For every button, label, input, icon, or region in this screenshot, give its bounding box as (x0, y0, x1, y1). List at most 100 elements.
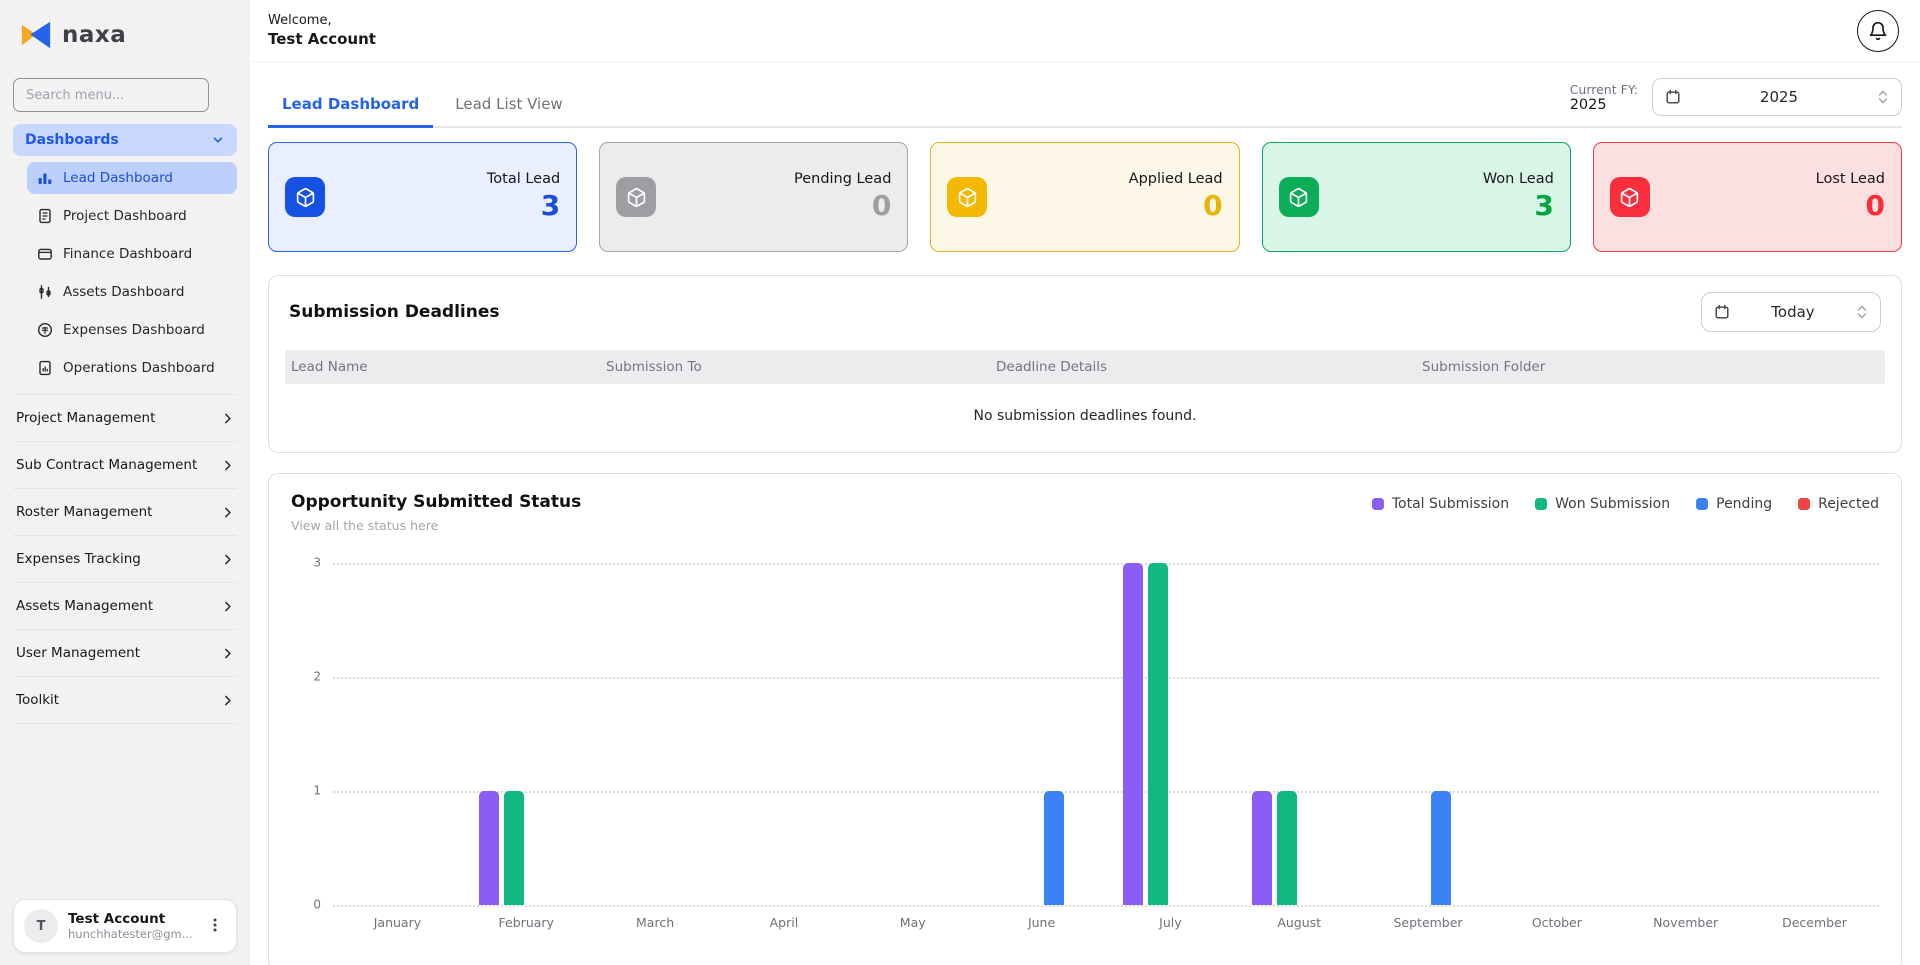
user-account-card[interactable]: T Test Account hunchhatester@gm... (13, 899, 237, 953)
column-header: Deadline Details (996, 359, 1107, 375)
bar-total-submission (1251, 791, 1272, 905)
bell-icon (1869, 21, 1887, 40)
y-tick-label: 3 (313, 555, 321, 570)
sidebar-item-expenses-dashboard[interactable]: Expenses Dashboard (27, 314, 237, 346)
package-cube-icon (285, 177, 325, 217)
tabs-row: Lead Dashboard Lead List View Current FY… (268, 78, 1902, 128)
section-label: Toolkit (16, 692, 60, 708)
stat-card-applied-lead: Applied Lead 0 (930, 142, 1240, 252)
avatar: T (24, 909, 58, 943)
sidebar-item-expenses-tracking[interactable]: Expenses Tracking (13, 535, 237, 582)
sidebar-item-assets-management[interactable]: Assets Management (13, 582, 237, 629)
section-label: Sub Contract Management (16, 457, 198, 473)
bar-slot (1251, 791, 1273, 905)
y-tick-label: 0 (313, 897, 321, 912)
wallet-icon (38, 248, 52, 260)
bar-group (333, 563, 462, 905)
naxa-logo-icon (21, 21, 51, 49)
account-name: Test Account (268, 30, 376, 48)
legend-item[interactable]: Won Submission (1535, 496, 1670, 512)
gridline (333, 905, 1879, 907)
opportunity-status-panel: Opportunity Submitted Status View all th… (268, 473, 1902, 965)
bar-slot (478, 791, 500, 905)
sidebar-sections: Project Management Sub Contract Manageme… (13, 394, 237, 724)
current-fy-caption: Current FY: (1569, 81, 1638, 97)
sidebar-item-roster-management[interactable]: Roster Management (13, 488, 237, 535)
column-header: Submission Folder (1422, 359, 1546, 375)
kebab-icon (213, 918, 217, 931)
legend-item[interactable]: Pending (1696, 496, 1772, 512)
legend-dot (1535, 498, 1548, 510)
bar-group (1750, 563, 1879, 905)
deadlines-title: Submission Deadlines (289, 302, 500, 322)
app-logo: naxa (13, 14, 237, 56)
sidebar-item-project-management[interactable]: Project Management (13, 394, 237, 441)
dashboards-submenu: Lead Dashboard Project Dashboard Finance… (27, 162, 237, 384)
submission-deadlines-panel: Submission Deadlines Today Lead Name Subm… (268, 275, 1902, 453)
deadline-filter-select[interactable]: Today (1701, 292, 1881, 332)
bar-slot (1147, 563, 1169, 905)
bar-won-submission (503, 791, 524, 905)
stat-value: 0 (1203, 189, 1223, 223)
x-tick-label: February (498, 915, 554, 930)
chevron-right-icon (225, 413, 231, 423)
x-tick-label: January (373, 915, 422, 930)
search-input[interactable] (13, 78, 209, 112)
gridline (333, 563, 1879, 565)
legend-dot (1798, 498, 1811, 510)
stat-label: Won Lead (1482, 171, 1554, 188)
x-tick-label: November (1653, 915, 1719, 930)
sidebar-item-user-management[interactable]: User Management (13, 629, 237, 676)
fiscal-year-select-value: 2025 (1759, 88, 1799, 106)
sidebar-item-finance-dashboard[interactable]: Finance Dashboard (27, 238, 237, 270)
sidebar-item-project-dashboard[interactable]: Project Dashboard (27, 200, 237, 232)
logo-text: naxa (62, 22, 127, 48)
sidebar-item-sub-contract-management[interactable]: Sub Contract Management (13, 441, 237, 488)
notifications-button[interactable] (1857, 9, 1899, 52)
bar-chart-icon (38, 173, 52, 184)
sidebar-item-label: Project Dashboard (63, 208, 187, 224)
x-tick-label: April (769, 915, 799, 930)
user-menu-button[interactable] (204, 913, 226, 940)
sidebar-item-label: Expenses Dashboard (63, 322, 205, 338)
sidebar-item-assets-dashboard[interactable]: Assets Dashboard (27, 276, 237, 308)
stat-label: Applied Lead (1128, 171, 1223, 188)
sidebar-item-lead-dashboard[interactable]: Lead Dashboard (27, 162, 237, 194)
sidebar-item-dashboards[interactable]: Dashboards (13, 124, 237, 156)
stat-value: 0 (1865, 189, 1886, 223)
chart-columns (333, 563, 1879, 905)
gridline (333, 791, 1879, 793)
x-tick-label: June (1027, 915, 1056, 930)
x-tick-label: July (1159, 915, 1182, 930)
sidebar: naxa Dashboards Lead Dashboard (0, 0, 250, 965)
stat-card-total-lead: Total Lead 3 (268, 142, 578, 252)
x-tick-label: March (636, 915, 675, 930)
chart-title: Opportunity Submitted Status (291, 492, 582, 512)
deadlines-table-header: Lead Name Submission To Deadline Details Su… (285, 350, 1885, 384)
bar-group (977, 563, 1106, 905)
bar-slot (1430, 791, 1452, 905)
sidebar-item-label: Assets Dashboard (63, 284, 185, 300)
legend-dot (1696, 498, 1709, 510)
welcome-text: Welcome, (268, 13, 332, 28)
package-cube-icon (947, 177, 988, 217)
fiscal-year-select[interactable]: 2025 (1652, 78, 1902, 116)
legend-item[interactable]: Rejected (1798, 496, 1879, 512)
deadline-filter-value: Today (1771, 303, 1815, 321)
package-cube-icon (1278, 177, 1319, 217)
chevron-right-icon (225, 601, 231, 611)
legend-label: Won Submission (1555, 496, 1671, 512)
x-tick-label: May (899, 915, 926, 930)
chevron-right-icon (225, 460, 231, 470)
bar-total-submission (478, 791, 499, 905)
tab-lead-list-view[interactable]: Lead List View (455, 95, 563, 113)
tab-lead-dashboard[interactable]: Lead Dashboard (268, 83, 434, 128)
sidebar-item-operations-dashboard[interactable]: Operations Dashboard (27, 352, 237, 384)
stat-label: Lost Lead (1815, 171, 1886, 188)
bar-total-submission (1122, 563, 1143, 905)
legend-item[interactable]: Total Submission (1371, 496, 1509, 512)
sidebar-item-toolkit[interactable]: Toolkit (13, 676, 237, 724)
y-tick-label: 1 (313, 783, 321, 798)
stat-label: Pending Lead (793, 171, 892, 188)
chart-y-axis: 0 1 2 3 (291, 555, 333, 911)
